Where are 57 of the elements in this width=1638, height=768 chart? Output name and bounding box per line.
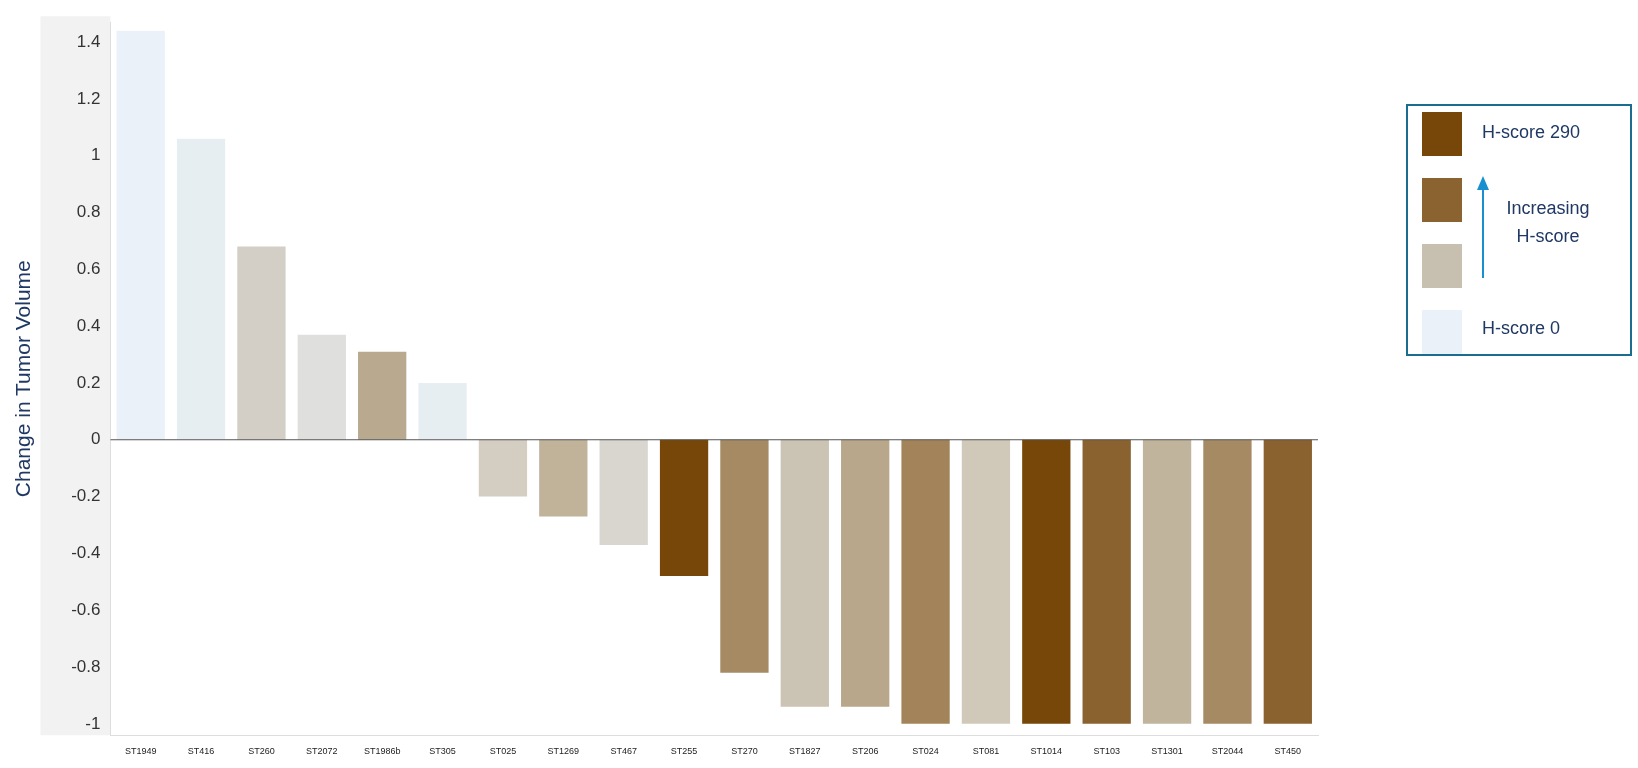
bar [961,439,1011,724]
text: H-score 0 [1482,318,1561,339]
bar [841,439,890,707]
x-tick-label: ST270 [731,746,758,757]
y-tick-label: 0.2 [76,372,101,392]
bar [116,30,165,440]
text: Increasing H-score [1505,197,1591,248]
bar [780,439,829,707]
y-tick-label: -0.8 [71,656,101,676]
x-tick-label: ST1986b [363,746,401,757]
x-tick-label: ST1949 [124,746,157,757]
bar [237,246,286,440]
y-tick-label: -0.6 [71,599,101,619]
x-tick-label: ST255 [670,746,698,757]
y-tick-label: -0.4 [71,543,101,563]
bar [1082,439,1131,724]
y-tick-label: 1.4 [76,31,101,51]
x-tick-label: ST305 [429,746,456,757]
y-tick-label: 0.4 [76,315,101,335]
y-tick-label: 0.6 [76,259,101,279]
bar [720,439,769,673]
x-tick-label: ST1269 [547,746,580,757]
bar [1022,439,1071,724]
x-tick-label: ST081 [972,746,1000,757]
bar [901,439,950,724]
bar [418,382,467,440]
bar [478,439,528,497]
x-tick-label: ST1827 [789,746,821,757]
x-tick-label: ST2044 [1211,746,1244,757]
bar [1203,439,1252,724]
x-tick-label: ST450 [1274,746,1302,757]
bar [659,439,709,577]
bar [539,439,588,517]
x-tick-label: ST206 [851,746,879,757]
x-tick-label: ST260 [248,746,275,757]
bar [1263,439,1312,724]
x-tick-label: ST2072 [306,746,338,757]
bar [1142,439,1192,724]
y-axis-title: Change in Tumor Volume [11,260,35,498]
x-tick-label: ST025 [489,746,517,757]
y-tick-label: -1 [85,713,101,733]
x-tick-label: ST024 [912,746,939,757]
x-tick-label: ST1301 [1151,746,1183,757]
x-tick-label: ST1014 [1030,746,1063,757]
x-tick-label: ST467 [610,746,637,757]
y-tick-label: -0.2 [71,486,101,506]
y-tick-label: 1.2 [76,88,101,108]
bar [297,334,346,440]
x-tick-label: ST103 [1093,746,1120,757]
bar [599,439,648,545]
y-tick-label: 0 [91,429,101,449]
text: H-score 290 [1482,122,1581,143]
x-tick-label: ST416 [187,746,215,757]
y-tick-label: 0.8 [76,202,101,222]
bar [176,138,226,440]
bar [358,351,407,440]
y-tick-label: 1 [91,145,101,165]
